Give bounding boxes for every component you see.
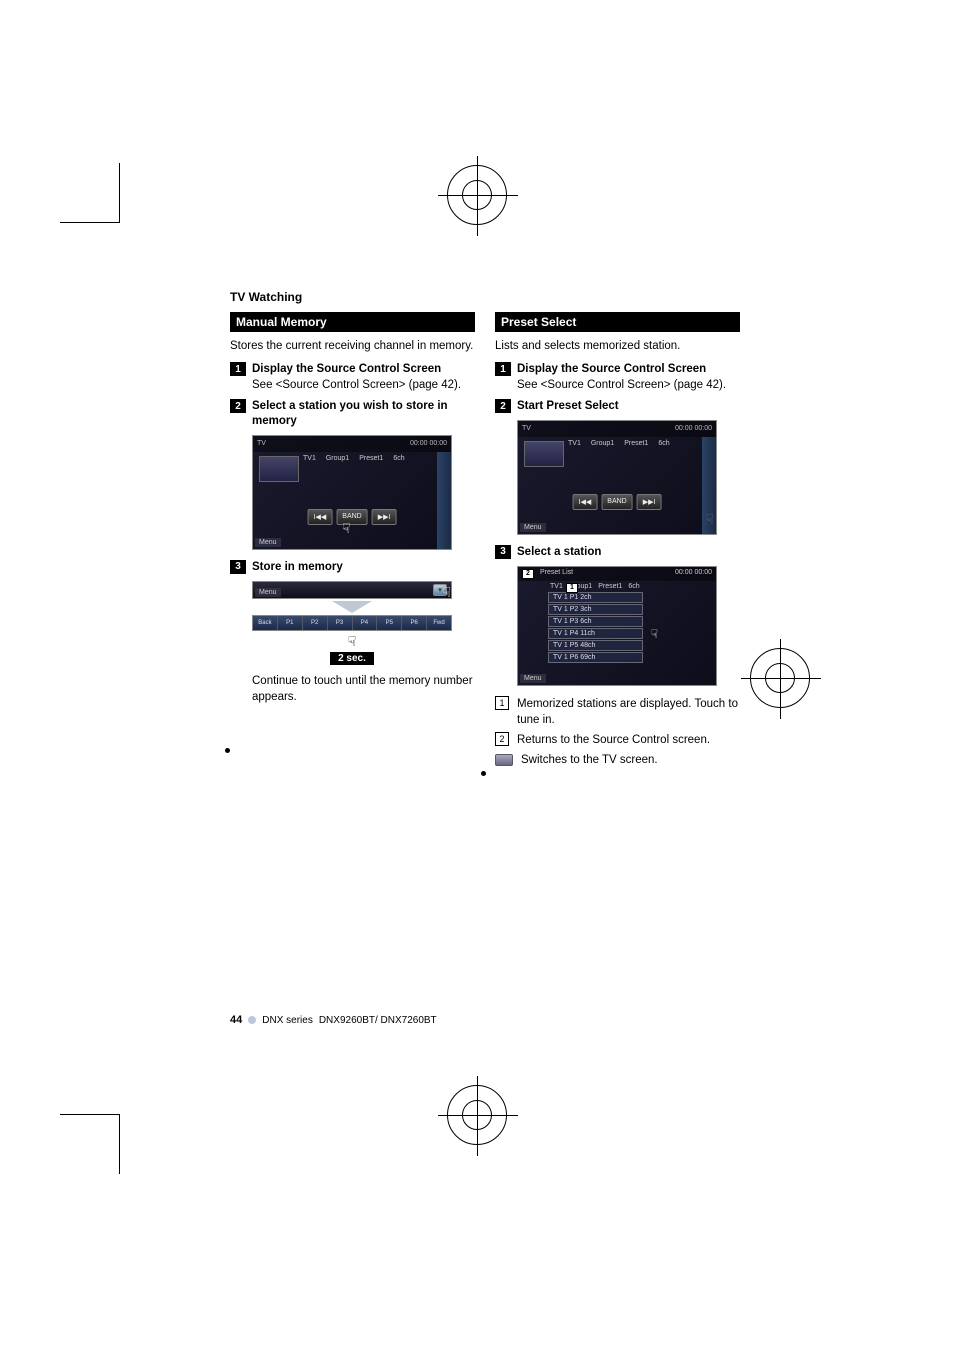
preset-list-item[interactable]: TV 1 P4 11ch ☟ <box>548 628 643 639</box>
step-sub-r1: See <Source Control Screen> (page 42). <box>517 379 740 391</box>
preset-cell[interactable]: P2 <box>303 616 328 630</box>
right-column: Preset Select Lists and selects memorize… <box>495 312 740 772</box>
plist-title: Preset List <box>540 569 573 579</box>
plist-band: TV1 <box>550 583 563 590</box>
plist-ch: 6ch <box>628 583 639 590</box>
preset-list-item[interactable]: TV 1 P3 6ch <box>548 616 643 627</box>
callout-1: 1 <box>566 583 578 593</box>
heading-manual-memory: Manual Memory <box>230 312 475 332</box>
preset-cell[interactable]: P6 <box>402 616 427 630</box>
heading-preset-select: Preset Select <box>495 312 740 332</box>
legend-num-2: 2 <box>495 732 509 746</box>
band-button[interactable]: BAND <box>336 509 367 525</box>
page-number: 44 <box>230 1014 242 1026</box>
step-label-r2: Start Preset Select <box>517 399 740 414</box>
touch-pointer-icon: ☟ <box>342 520 351 537</box>
function-bar-collapsed: Menu ▾ ☟ <box>252 581 452 599</box>
intro-right: Lists and selects memorized station. <box>495 338 740 354</box>
shot-band: TV1 <box>303 455 316 462</box>
next-button[interactable]: ▶▶I <box>372 509 397 525</box>
shot-band: TV1 <box>568 440 581 447</box>
menu-button[interactable]: Menu <box>255 538 281 547</box>
legend-text-2: Returns to the Source Control screen. <box>517 732 710 748</box>
touch-pointer-icon: ☟ <box>651 627 658 641</box>
step-label-r3: Select a station <box>517 545 740 560</box>
shot-side-bar <box>702 437 716 534</box>
shot-preset: Preset1 <box>624 440 648 447</box>
step-sub-1: See <Source Control Screen> (page 42). <box>252 379 475 391</box>
page-footer: 44 DNX series DNX9260BT/ DNX7260BT <box>230 1014 437 1026</box>
outro-left: Continue to touch until the memory numbe… <box>252 673 475 705</box>
shot-ch: 6ch <box>393 455 404 462</box>
down-arrow-icon <box>332 601 372 613</box>
step-num-r2: 2 <box>495 399 511 413</box>
screenshot-start-preset: TV 00:00 00:00 TV1 Group1 Preset1 6ch I◀… <box>517 420 717 535</box>
preset-list-item[interactable]: TV 1 P6 69ch <box>548 652 643 663</box>
footer-dot-icon <box>248 1016 256 1024</box>
next-button[interactable]: ▶▶I <box>637 494 662 510</box>
menu-button[interactable]: Menu <box>520 674 546 683</box>
step-label-2: Select a station you wish to store in me… <box>252 399 475 429</box>
preset-cell[interactable]: P3 <box>328 616 353 630</box>
preset-cell[interactable]: Back <box>253 616 278 630</box>
shot-preset: Preset1 <box>359 455 383 462</box>
menu-button[interactable]: Menu <box>255 588 281 597</box>
preset-cell[interactable]: Fwd <box>427 616 451 630</box>
left-column: Manual Memory Stores the current receivi… <box>230 312 475 772</box>
legend-num-1: 1 <box>495 696 509 710</box>
preset-list-item[interactable]: TV 1 P5 48ch <box>548 640 643 651</box>
step-label-r1: Display the Source Control Screen <box>517 362 740 377</box>
footer-series: DNX series <box>262 1015 313 1026</box>
footer-models: DNX9260BT/ DNX7260BT <box>319 1015 437 1026</box>
preset-list-item[interactable]: TV 1 P1 2ch <box>548 592 643 603</box>
step-num-r1: 1 <box>495 362 511 376</box>
menu-button[interactable]: Menu <box>520 523 546 532</box>
section-title: TV Watching <box>230 290 740 304</box>
duration-tag: 2 sec. <box>330 652 374 665</box>
callout-2: 2 <box>522 569 534 579</box>
shot-time: 00:00 00:00 <box>675 425 712 432</box>
screenshot-source-control: TV 00:00 00:00 TV1 Group1 Preset1 6ch I◀… <box>252 435 452 550</box>
shot-group: Group1 <box>326 455 349 462</box>
prev-button[interactable]: I◀◀ <box>573 494 598 510</box>
shot-ch: 6ch <box>658 440 669 447</box>
shot-src: TV <box>522 425 531 432</box>
touch-pointer-icon: ☟ <box>252 633 452 650</box>
preset-cell[interactable]: P5 <box>377 616 402 630</box>
legend-text-3: Switches to the TV screen. <box>521 752 658 768</box>
shot-side-bar <box>437 452 451 549</box>
shot-src: TV <box>257 440 266 447</box>
band-button[interactable]: BAND <box>601 494 632 510</box>
preset-cell[interactable]: P1 <box>278 616 303 630</box>
preset-list-item[interactable]: TV 1 P2 3ch <box>548 604 643 615</box>
step-label-3: Store in memory <box>252 560 475 575</box>
step-num-3: 3 <box>230 560 246 574</box>
plist-time: 00:00 00:00 <box>675 569 712 576</box>
step-num-2: 2 <box>230 399 246 413</box>
touch-pointer-icon: ☟ <box>442 584 451 601</box>
tv-screen-icon <box>495 754 513 766</box>
step-label-1: Display the Source Control Screen <box>252 362 475 377</box>
plist-preset: Preset1 <box>598 583 622 590</box>
shot-group: Group1 <box>591 440 614 447</box>
step-num-r3: 3 <box>495 545 511 559</box>
step-num-1: 1 <box>230 362 246 376</box>
preset-bar: Back P1 P2 P3 P4 P5 P6 Fwd <box>252 615 452 631</box>
shot-time: 00:00 00:00 <box>410 440 447 447</box>
screenshot-preset-list: 2 Preset List 00:00 00:00 TV1 1 Group1 P… <box>517 566 717 686</box>
legend-text-1: Memorized stations are displayed. Touch … <box>517 696 740 728</box>
preset-cell[interactable]: P4 <box>353 616 378 630</box>
prev-button[interactable]: I◀◀ <box>308 509 333 525</box>
intro-left: Stores the current receiving channel in … <box>230 338 475 354</box>
